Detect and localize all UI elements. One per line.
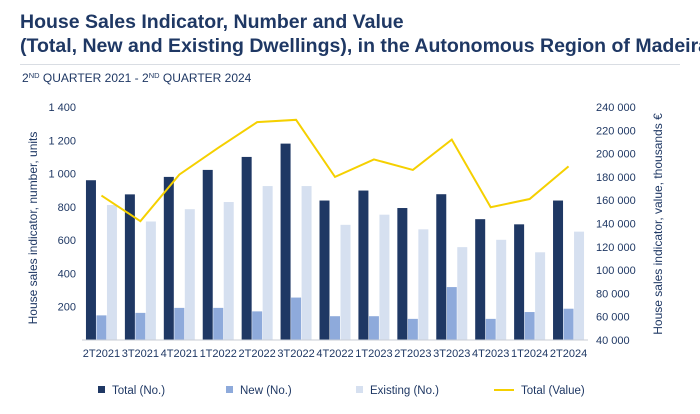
bar-new-no-3t2023 xyxy=(446,287,457,340)
bar-total-no-4t2023 xyxy=(475,219,486,340)
right-tick-label: 60 000 xyxy=(596,312,630,324)
left-tick-label: 400 xyxy=(58,268,76,280)
bar-new-no-2t2024 xyxy=(563,308,574,340)
bar-total-no-4t2022 xyxy=(319,200,330,340)
right-axis-ticks: 40 000 60 000 80 000 100 000 120 000 140 000 1… xyxy=(596,102,636,347)
bar-total-no-1t2022 xyxy=(202,169,213,340)
bar-total-no-2t2022 xyxy=(241,156,252,340)
x-tick-label: 4T2023 xyxy=(472,348,509,360)
right-tick-label: 120 000 xyxy=(596,242,636,254)
bar-total-no-4t2021 xyxy=(163,176,174,340)
bar-new-no-4t2022 xyxy=(330,316,340,340)
bar-existing-no-4t2021 xyxy=(184,209,195,340)
subtitle-part-3: QUARTER 2024 xyxy=(159,71,252,85)
chart-title-line-2: (Total, New and Existing Dwellings), in … xyxy=(20,35,700,57)
right-tick-label: 160 000 xyxy=(596,195,636,207)
bar-new-no-2t2022 xyxy=(252,311,263,340)
right-tick-label: 240 000 xyxy=(596,102,636,114)
left-axis-label: House sales indicator, number, units xyxy=(26,132,40,325)
line-total-value xyxy=(100,118,570,223)
x-tick-label: 1T2024 xyxy=(511,348,548,360)
bar-new-no-4t2021 xyxy=(174,307,185,340)
subtitle-superscript-1: ND xyxy=(28,71,40,80)
x-tick-label: 2T2024 xyxy=(550,348,587,360)
bar-new-no-2t2023 xyxy=(407,318,418,340)
bar-total-no-2t2024 xyxy=(553,200,564,340)
x-axis-ticks: 2T2021 3T2021 4T2021 1T2022 2T2022 3T2022 4T20… xyxy=(83,348,587,360)
x-tick-label: 4T2022 xyxy=(316,348,353,360)
bar-existing-no-1t2024 xyxy=(535,252,546,340)
bar-new-no-1t2023 xyxy=(368,316,379,340)
right-tick-label: 200 000 xyxy=(596,149,636,161)
left-tick-label: 1 400 xyxy=(48,102,76,114)
bar-total-no-3t2022 xyxy=(280,143,291,340)
right-tick-label: 80 000 xyxy=(596,288,630,300)
right-tick-label: 100 000 xyxy=(596,265,636,277)
line-series xyxy=(100,118,570,223)
bar-new-no-2t2021 xyxy=(96,315,107,340)
bar-new-no-3t2021 xyxy=(135,312,146,340)
bar-existing-no-4t2023 xyxy=(496,239,507,340)
left-axis-ticks: 200 400 600 800 1 000 1 200 1 400 xyxy=(48,102,76,314)
bar-existing-no-3t2021 xyxy=(145,221,156,340)
x-tick-label: 3T2021 xyxy=(122,348,159,360)
legend-label: Total (Value) xyxy=(521,385,585,397)
x-tick-label: 2T2023 xyxy=(394,348,431,360)
legend-label: Total (No.) xyxy=(112,385,165,397)
bar-existing-no-2t2021 xyxy=(106,205,117,340)
subtitle-part-2: QUARTER 2021 - 2 xyxy=(39,71,149,85)
x-tick-label: 1T2022 xyxy=(200,348,237,360)
chart-title-line-1: House Sales Indicator, Number and Value xyxy=(20,11,404,33)
bar-new-no-1t2022 xyxy=(213,307,224,340)
bar-series xyxy=(85,143,585,340)
chart-legend: Total (No.) New (No.) Existing (No.) Total … xyxy=(98,385,585,397)
legend-swatch xyxy=(98,386,105,393)
bar-existing-no-3t2023 xyxy=(457,247,468,340)
left-tick-label: 1 200 xyxy=(48,135,76,147)
right-tick-label: 220 000 xyxy=(596,125,636,137)
bar-new-no-3t2022 xyxy=(291,297,302,340)
legend-swatch xyxy=(226,386,233,393)
x-tick-label: 4T2021 xyxy=(161,348,198,360)
right-axis-label: House sales indicator, value, thousands … xyxy=(651,113,665,335)
left-tick-label: 1 000 xyxy=(48,169,76,181)
left-tick-label: 800 xyxy=(58,202,76,214)
bar-new-no-1t2024 xyxy=(524,312,535,340)
x-tick-label: 3T2023 xyxy=(433,348,470,360)
x-tick-label: 1T2023 xyxy=(355,348,392,360)
bar-total-no-1t2024 xyxy=(514,224,525,340)
title-divider xyxy=(20,64,680,65)
bar-new-no-4t2023 xyxy=(485,318,496,340)
right-tick-label: 140 000 xyxy=(596,219,636,231)
bar-existing-no-2t2023 xyxy=(418,229,429,340)
bar-total-no-2t2021 xyxy=(85,180,96,340)
subtitle-superscript-2: ND xyxy=(148,71,160,80)
chart-subtitle: 2ND QUARTER 2021 - 2ND QUARTER 2024 xyxy=(22,71,251,85)
chart-title: House Sales Indicator, Number and Value … xyxy=(20,10,700,58)
right-tick-label: 40 000 xyxy=(596,335,630,347)
legend-swatch xyxy=(356,386,363,393)
bar-total-no-2t2023 xyxy=(397,208,408,340)
legend-label: Existing (No.) xyxy=(370,385,439,397)
bar-total-no-1t2023 xyxy=(358,190,369,340)
bar-total-no-3t2021 xyxy=(124,194,135,340)
left-tick-label: 600 xyxy=(58,235,76,247)
bar-existing-no-4t2022 xyxy=(340,224,351,340)
legend-label: New (No.) xyxy=(240,385,292,397)
x-tick-label: 2T2021 xyxy=(83,348,120,360)
bar-existing-no-1t2022 xyxy=(223,202,234,340)
bar-existing-no-2t2024 xyxy=(574,231,585,340)
bar-existing-no-2t2022 xyxy=(262,186,273,340)
subtitle-part-1: 2 xyxy=(22,71,29,85)
x-tick-label: 3T2022 xyxy=(277,348,314,360)
left-tick-label: 200 xyxy=(58,302,76,314)
right-tick-label: 180 000 xyxy=(596,172,636,184)
x-tick-label: 2T2022 xyxy=(238,348,275,360)
bar-existing-no-1t2023 xyxy=(379,214,390,340)
bar-total-no-3t2023 xyxy=(436,194,447,340)
bar-existing-no-3t2022 xyxy=(301,186,312,340)
